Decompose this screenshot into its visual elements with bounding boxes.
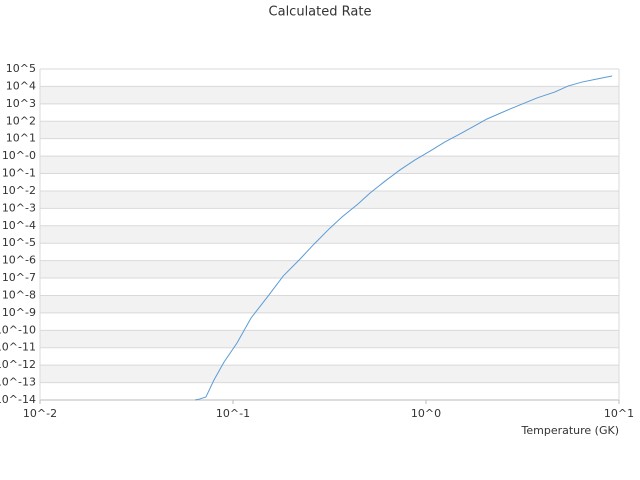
- data-line: [194, 75, 613, 401]
- chart-title: Calculated Rate: [269, 5, 372, 20]
- y-tick-label: 10^-8: [2, 288, 36, 301]
- grid-band: [40, 156, 619, 174]
- x-tick-label: 10^-2: [23, 407, 57, 420]
- grid-band: [40, 86, 619, 104]
- grid-band: [40, 295, 619, 313]
- y-tick-label: 10^-6: [2, 254, 36, 267]
- y-tick-label: 10^-10: [0, 323, 36, 336]
- grid-band: [40, 330, 619, 348]
- y-tick-label: 10^-14: [0, 393, 36, 406]
- y-tick-label: 10^-12: [0, 358, 36, 371]
- y-tick-label: 10^-7: [2, 271, 36, 284]
- x-axis-label: Temperature (GK): [521, 424, 620, 437]
- y-tick-label: 10^4: [6, 79, 36, 92]
- y-tick-label: 10^-2: [2, 184, 36, 197]
- y-tick-label: 10^-13: [0, 376, 36, 389]
- y-tick-label: 10^-9: [2, 306, 36, 319]
- grid-band: [40, 190, 619, 209]
- y-tick-label: 10^5: [6, 62, 36, 75]
- y-tick-label: 10^-1: [2, 167, 36, 180]
- y-tick-label: 10^-5: [2, 236, 36, 249]
- y-tick-label: 10^-4: [2, 219, 36, 232]
- grid-band: [40, 121, 619, 139]
- y-tick-label: 10^2: [6, 114, 36, 127]
- y-tick-label: 10^-11: [0, 341, 36, 354]
- x-tick-label: 10^0: [411, 407, 441, 420]
- y-tick-label: 10^-0: [2, 149, 36, 162]
- y-tick-label: 10^-3: [2, 201, 36, 214]
- grid-band: [40, 365, 619, 383]
- grid-band: [40, 260, 619, 279]
- y-tick-label: 10^3: [6, 97, 36, 110]
- grid-band: [40, 225, 619, 244]
- x-tick-label: 10^1: [604, 407, 634, 420]
- x-tick-label: 10^-1: [216, 407, 250, 420]
- y-tick-label: 10^1: [6, 132, 36, 145]
